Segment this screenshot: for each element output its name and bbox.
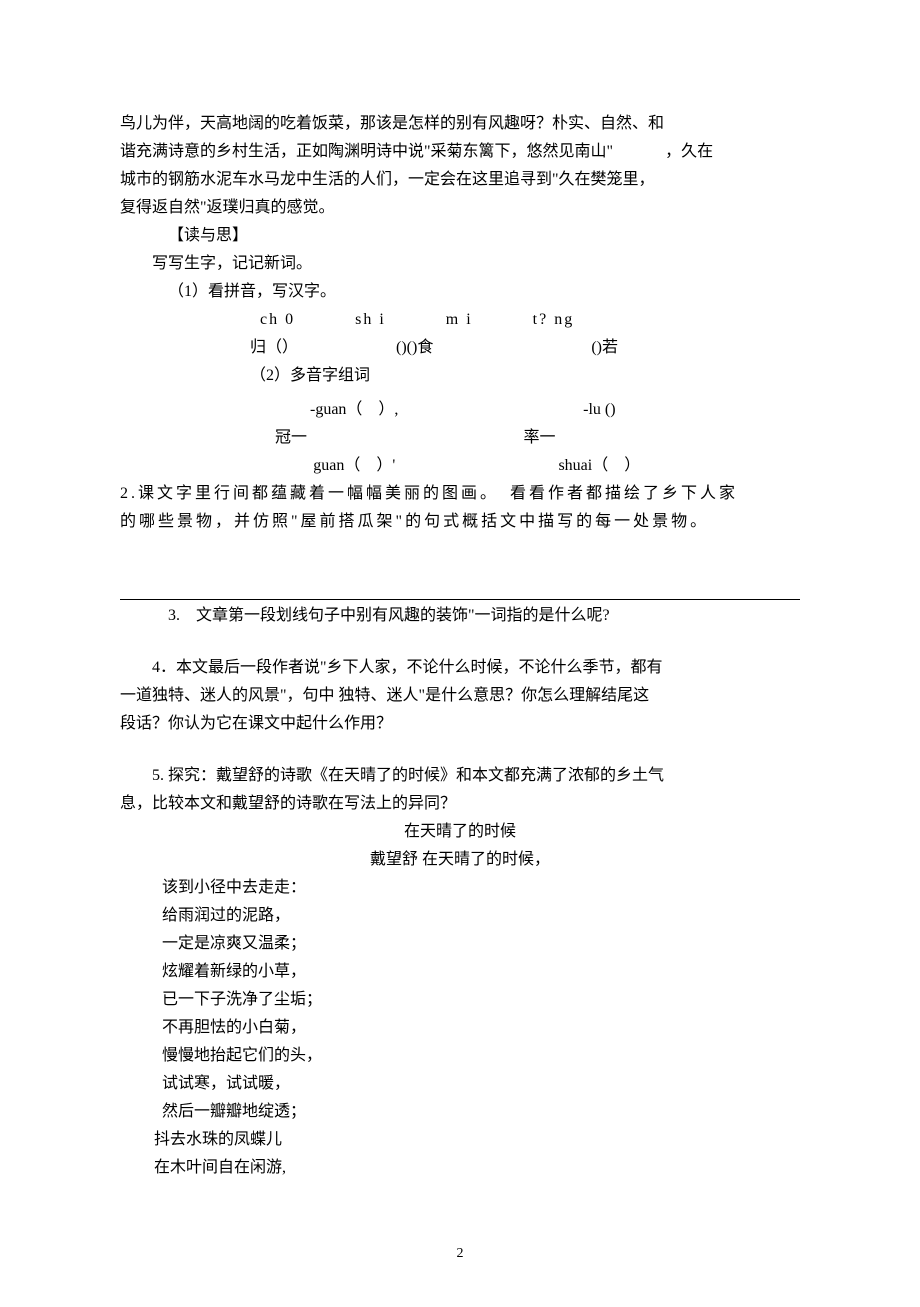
section-title: 【读与思】: [120, 222, 800, 250]
q5-line-2: 息，比较本文和戴望舒的诗歌在写法上的异同？: [120, 790, 800, 818]
q2-line-1: 2.课文字里行间都蕴藏着一幅幅美丽的图画。 看看作者都描绘了乡下人家: [120, 480, 800, 508]
poem-l7: 慢慢地抬起它们的头，: [130, 1042, 800, 1070]
pinyin-2: sh i: [355, 306, 386, 334]
lv-mid: 率一: [523, 424, 555, 452]
fill-b: ()()食: [396, 339, 433, 356]
poem-l6: 不再胆怯的小白菊，: [130, 1014, 800, 1042]
section-sub1: 写写生字，记记新词。: [120, 250, 800, 278]
poem-l1: 该到小径中去走走：: [130, 874, 800, 902]
q5-line-1: 5. 探究：戴望舒的诗歌《在天晴了的时候》和本文都充满了浓郁的乡土气: [120, 762, 800, 790]
poem-l10: 抖去水珠的凤蝶儿: [130, 1126, 800, 1154]
intro-line-2b: ，久在: [665, 143, 713, 160]
intro-line-2: 谐充满诗意的乡村生活，正如陶渊明诗中说"采菊东篱下，悠然见南山" ，久在: [120, 138, 800, 166]
intro-line-4: 复得返自然"返璞归真的感觉。: [120, 194, 800, 222]
poem-l11: 在木叶间自在闲游,: [130, 1154, 800, 1182]
intro-line-2a: 谐充满诗意的乡村生活，正如陶渊明诗中说"采菊东篱下，悠然见南山": [120, 143, 613, 160]
pinyin-4: t? ng: [533, 306, 575, 334]
fill-c: ()若: [591, 339, 618, 356]
answer-rule-line: [120, 572, 800, 600]
poem-l5: 已一下子洗净了尘垢；: [130, 986, 800, 1014]
pinyin-1: ch 0: [260, 306, 295, 334]
group-lv: -lu () 率一 shuai（ ）: [558, 396, 640, 480]
intro-line-3: 城市的钢筋水泥车水马龙中生活的人们，一定会在这里追寻到"久在樊笼里，: [120, 166, 800, 194]
pinyin-row: ch 0 sh i m i t? ng: [260, 306, 800, 334]
guan-bot: guan（ ）': [313, 452, 395, 480]
q2-line-2: 的哪些景物，并仿照"屋前搭瓜架"的句式概括文中描写的每一处景物。: [120, 508, 800, 536]
poem-l3: 一定是凉爽又温柔；: [130, 930, 800, 958]
section-sub2: （1）看拼音，写汉字。: [120, 278, 800, 306]
guan-top: -guan（ ）,: [310, 396, 398, 424]
multi-group-row: -guan（ ）, 冠一 guan（ ）' -lu () 率一 shuai（ ）: [200, 396, 800, 480]
fill-row: 归（） ()()食 ()若: [250, 334, 800, 362]
poem-title-1: 在天晴了的时候: [120, 818, 800, 846]
intro-line-1: 鸟儿为伴，天高地阔的吃着饭菜，那该是怎样的别有风趣呀？朴实、自然、和: [120, 110, 800, 138]
pinyin-3: m i: [446, 306, 473, 334]
guan-mid: 冠一: [275, 424, 307, 452]
multi-title: （2）多音字组词: [250, 362, 800, 390]
page-number: 2: [120, 1242, 800, 1267]
q3: 3. 文章第一段划线句子中别有风趣的装饰"一词指的是什么呢?: [120, 602, 800, 630]
poem-l2: 给雨润过的泥路，: [130, 902, 800, 930]
poem-title-2: 戴望舒 在天晴了的时候，: [120, 846, 800, 874]
poem-l4: 炫耀着新绿的小草，: [130, 958, 800, 986]
q4-line-3: 段话？你认为它在课文中起什么作用？: [120, 710, 800, 738]
poem-l9: 然后一瓣瓣地绽透；: [130, 1098, 800, 1126]
poem-l8: 试试寒，试试暖，: [130, 1070, 800, 1098]
lv-bot: shuai（ ）: [558, 452, 640, 480]
fill-a: 归（）: [250, 339, 298, 356]
q4-line-2: 一道独特、迷人的风景"，句中 独特、迷人"是什么意思？你怎么理解结尾这: [120, 682, 800, 710]
group-guan: -guan（ ）, 冠一 guan（ ）': [310, 396, 398, 480]
lv-top: -lu (): [583, 396, 615, 424]
q4-line-1: 4．本文最后一段作者说"乡下人家，不论什么时候，不论什么季节，都有: [120, 654, 800, 682]
